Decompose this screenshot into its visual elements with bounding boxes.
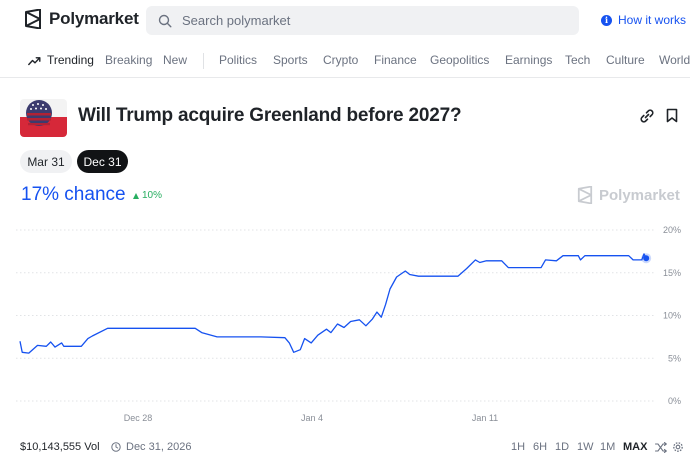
nav-item-breaking[interactable]: Breaking (105, 53, 153, 67)
probability-chart[interactable]: 20% 15% 10% 5% 0% Dec 28 Jan 4 Jan 11 (0, 220, 690, 432)
how-it-works-label: How it works (618, 13, 687, 27)
end-date-label: Dec 31, 2026 (126, 441, 192, 453)
top-bar: Polymarket i How it works (0, 0, 690, 42)
nav-item-earnings[interactable]: Earnings (505, 53, 553, 67)
nav-item-finance[interactable]: Finance (374, 53, 417, 67)
nav-divider (203, 53, 204, 69)
range-1d[interactable]: 1D (555, 441, 570, 453)
bookmark-icon[interactable] (666, 108, 678, 123)
nav-item-sports[interactable]: Sports (273, 53, 308, 67)
polymarket-logo[interactable]: Polymarket (24, 9, 139, 29)
range-max[interactable]: MAX (623, 441, 648, 453)
x-axis-tick-label: Jan 4 (301, 413, 323, 423)
nav-item-geopolitics[interactable]: Geopolitics (430, 53, 490, 67)
nav-item-culture[interactable]: Culture (606, 53, 645, 67)
market-title: Will Trump acquire Greenland before 2027… (78, 105, 462, 126)
nav-item-politics[interactable]: Politics (219, 53, 258, 67)
watermark-text: Polymarket (599, 186, 680, 204)
nav-item-crypto[interactable]: Crypto (323, 53, 359, 67)
y-axis-tick-label: 0% (668, 396, 681, 406)
chart-series-line (19, 253, 647, 354)
polymarket-watermark-icon (577, 186, 593, 204)
how-it-works-link[interactable]: i How it works (601, 13, 686, 27)
shuffle-icon[interactable] (655, 442, 667, 453)
search-input[interactable] (182, 13, 562, 28)
nav-item-new[interactable]: New (163, 53, 188, 67)
category-nav: Trending Breaking New Politics Sports Cr… (0, 42, 690, 78)
link-icon[interactable] (639, 108, 655, 124)
nav-item-trending[interactable]: Trending (47, 53, 94, 67)
x-axis-tick-label: Jan 11 (472, 413, 498, 423)
x-axis-tick-label: Dec 28 (124, 413, 153, 423)
search-bar[interactable] (146, 6, 579, 35)
up-arrow-icon (133, 192, 139, 199)
chart-end-point (643, 255, 650, 262)
market-end-date: Dec 31, 2026 (111, 441, 191, 453)
nav-item-tech[interactable]: Tech (565, 53, 591, 67)
chance-change: 10% (133, 190, 162, 201)
range-1m[interactable]: 1M (600, 441, 616, 453)
date-pill-dec-31[interactable]: Dec 31 (77, 150, 128, 173)
brand-name: Polymarket (49, 9, 139, 28)
y-axis-tick-label: 20% (663, 225, 681, 235)
polymarket-logo-icon (25, 9, 41, 29)
range-1h[interactable]: 1H (511, 441, 526, 453)
trending-icon (28, 57, 41, 66)
search-icon (158, 14, 172, 28)
settings-gear-icon[interactable] (672, 441, 684, 453)
info-icon: i (601, 14, 612, 26)
market-volume: $10,143,555 Vol (20, 441, 100, 453)
y-axis-tick-label: 5% (668, 353, 681, 363)
range-6h[interactable]: 6H (533, 441, 548, 453)
y-axis-tick-label: 15% (663, 268, 681, 278)
polymarket-watermark: Polymarket (577, 186, 680, 204)
chance-value: 17% chance (21, 184, 126, 205)
nav-item-world[interactable]: World (659, 53, 690, 67)
date-pill-mar-31[interactable]: Mar 31 (20, 150, 72, 173)
market-flag-image (20, 99, 67, 137)
clock-icon (111, 442, 121, 452)
y-axis-tick-label: 10% (663, 311, 681, 321)
range-1w[interactable]: 1W (577, 441, 594, 453)
chance-change-value: 10% (142, 190, 163, 201)
